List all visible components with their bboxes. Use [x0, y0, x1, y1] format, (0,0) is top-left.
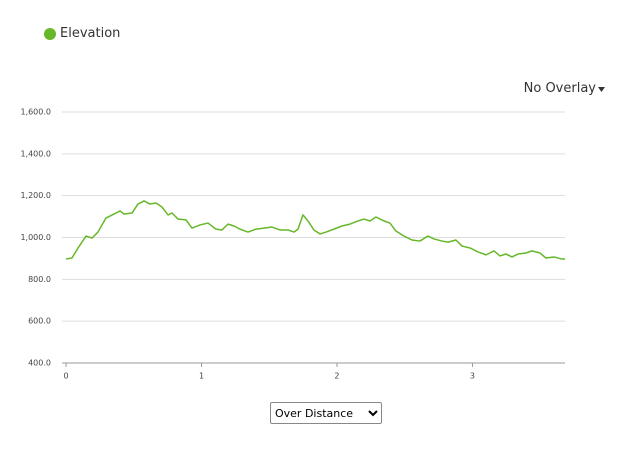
mode-select[interactable]: Over Distance [270, 402, 382, 424]
y-tick-label: 400.0 [28, 359, 51, 368]
y-tick-label: 1,600.0 [20, 108, 51, 117]
x-tick-label: 1 [199, 372, 204, 381]
y-tick-label: 600.0 [28, 317, 51, 326]
x-tick-label: 0 [63, 372, 68, 381]
x-tick-label: 3 [470, 372, 475, 381]
legend-label: Elevation [60, 26, 121, 41]
legend-marker [44, 27, 56, 40]
y-tick-label: 1,000.0 [20, 233, 51, 242]
dropdown-arrow [598, 86, 605, 92]
y-tick-label: 1,200.0 [20, 191, 51, 200]
x-tick-label: 2 [334, 372, 339, 381]
y-tick-label: 800.0 [28, 275, 51, 284]
overlay-dropdown[interactable]: No Overlay [524, 81, 605, 96]
y-tick-label: 1,400.0 [20, 149, 51, 158]
overlay-label: No Overlay [523, 81, 596, 96]
legend: Elevation [44, 26, 120, 41]
line-series [65, 200, 565, 260]
